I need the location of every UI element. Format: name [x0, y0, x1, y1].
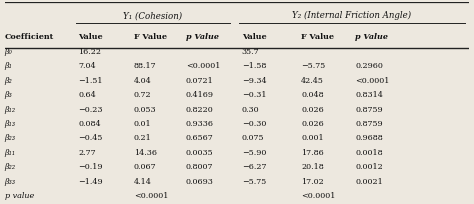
Text: 0.026: 0.026	[301, 120, 324, 128]
Text: 14.36: 14.36	[134, 149, 157, 157]
Text: p value: p value	[5, 192, 34, 200]
Text: Value: Value	[78, 33, 103, 41]
Text: 20.18: 20.18	[301, 163, 324, 171]
Text: β₁₁: β₁₁	[5, 149, 16, 157]
Text: 0.067: 0.067	[134, 163, 156, 171]
Text: −5.75: −5.75	[301, 62, 325, 70]
Text: −5.75: −5.75	[242, 177, 266, 186]
Text: 0.0693: 0.0693	[186, 177, 214, 186]
Text: p Value: p Value	[186, 33, 219, 41]
Text: 0.6567: 0.6567	[186, 134, 214, 142]
Text: β₂₃: β₂₃	[5, 134, 16, 142]
Text: 0.30: 0.30	[242, 106, 259, 114]
Text: 0.01: 0.01	[134, 120, 152, 128]
Text: 2.77: 2.77	[78, 149, 96, 157]
Text: 35.7: 35.7	[242, 48, 259, 56]
Text: <0.0001: <0.0001	[134, 192, 168, 200]
Text: 42.45: 42.45	[301, 77, 324, 85]
Text: Y₁ (Cohesion): Y₁ (Cohesion)	[123, 11, 182, 20]
Text: 0.026: 0.026	[301, 106, 324, 114]
Text: −0.30: −0.30	[242, 120, 266, 128]
Text: 0.084: 0.084	[78, 120, 101, 128]
Text: <0.0001: <0.0001	[301, 192, 336, 200]
Text: 0.0018: 0.0018	[356, 149, 383, 157]
Text: Coefficient: Coefficient	[5, 33, 54, 41]
Text: 17.86: 17.86	[301, 149, 324, 157]
Text: −0.19: −0.19	[78, 163, 103, 171]
Text: 0.8759: 0.8759	[356, 106, 383, 114]
Text: 0.0012: 0.0012	[356, 163, 383, 171]
Text: 17.02: 17.02	[301, 177, 324, 186]
Text: 0.72: 0.72	[134, 91, 152, 99]
Text: 0.4169: 0.4169	[186, 91, 214, 99]
Text: 0.075: 0.075	[242, 134, 264, 142]
Text: β₀: β₀	[5, 48, 13, 56]
Text: β₁: β₁	[5, 62, 13, 70]
Text: −0.31: −0.31	[242, 91, 266, 99]
Text: 0.8759: 0.8759	[356, 120, 383, 128]
Text: Y₂ (Internal Friction Angle): Y₂ (Internal Friction Angle)	[292, 11, 411, 20]
Text: 0.048: 0.048	[301, 91, 324, 99]
Text: 88.17: 88.17	[134, 62, 156, 70]
Text: F Value: F Value	[301, 33, 334, 41]
Text: β₁₃: β₁₃	[5, 120, 16, 128]
Text: β₂: β₂	[5, 77, 13, 85]
Text: −9.34: −9.34	[242, 77, 266, 85]
Text: 0.64: 0.64	[78, 91, 96, 99]
Text: β₁₂: β₁₂	[5, 106, 16, 114]
Text: 16.22: 16.22	[78, 48, 101, 56]
Text: −6.27: −6.27	[242, 163, 266, 171]
Text: Value: Value	[242, 33, 266, 41]
Text: β₂₂: β₂₂	[5, 163, 16, 171]
Text: β₃₃: β₃₃	[5, 177, 16, 186]
Text: −0.45: −0.45	[78, 134, 102, 142]
Text: β₃: β₃	[5, 91, 13, 99]
Text: p Value: p Value	[356, 33, 389, 41]
Text: 0.053: 0.053	[134, 106, 156, 114]
Text: 0.8220: 0.8220	[186, 106, 214, 114]
Text: 0.0021: 0.0021	[356, 177, 383, 186]
Text: −0.23: −0.23	[78, 106, 103, 114]
Text: 0.0035: 0.0035	[186, 149, 213, 157]
Text: 0.8314: 0.8314	[356, 91, 383, 99]
Text: 0.21: 0.21	[134, 134, 152, 142]
Text: F Value: F Value	[134, 33, 167, 41]
Text: 0.001: 0.001	[301, 134, 324, 142]
Text: −5.90: −5.90	[242, 149, 266, 157]
Text: 0.9688: 0.9688	[356, 134, 383, 142]
Text: 7.04: 7.04	[78, 62, 96, 70]
Text: 0.9336: 0.9336	[186, 120, 214, 128]
Text: −1.49: −1.49	[78, 177, 103, 186]
Text: 0.8007: 0.8007	[186, 163, 213, 171]
Text: 4.04: 4.04	[134, 77, 152, 85]
Text: 0.0721: 0.0721	[186, 77, 214, 85]
Text: <0.0001: <0.0001	[186, 62, 220, 70]
Text: 4.14: 4.14	[134, 177, 152, 186]
Text: <0.0001: <0.0001	[356, 77, 390, 85]
Text: −1.58: −1.58	[242, 62, 266, 70]
Text: 0.2960: 0.2960	[356, 62, 383, 70]
Text: −1.51: −1.51	[78, 77, 103, 85]
